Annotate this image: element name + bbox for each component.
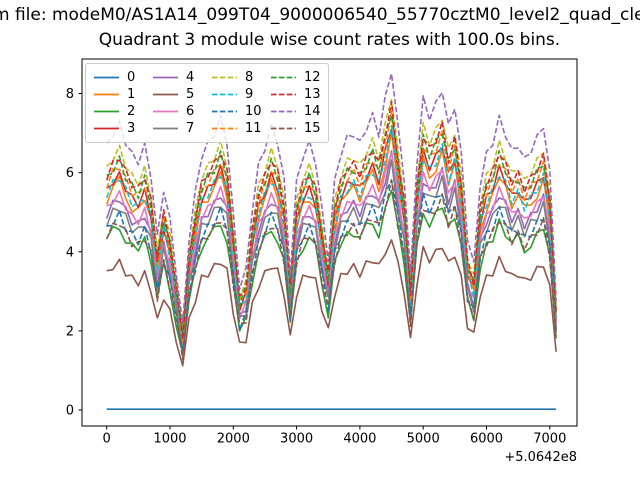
legend-entry: 11 [211, 120, 262, 137]
legend-entry-label: 3 [127, 121, 136, 136]
legend-line-sample [94, 93, 119, 96]
legend-entry: 12 [270, 69, 321, 86]
series-line-10 [106, 179, 557, 350]
legend-line-sample [271, 76, 296, 79]
legend-line-sample [212, 76, 237, 79]
legend-entry: 15 [270, 120, 321, 137]
legend-entry-label: 15 [304, 121, 321, 136]
legend-line-sample [153, 76, 178, 79]
axis-ticks: 0 1000 2000 3000 4000 5000 6000 7000 0 2 4 6 8 [66, 87, 567, 446]
series-line-13 [105, 101, 557, 341]
legend-entry: 3 [93, 120, 144, 137]
x-tick-label: 7000 [533, 432, 566, 447]
legend-entry-label: 0 [127, 70, 136, 85]
x-tick-label: 5000 [407, 432, 440, 447]
legend-entry: 7 [152, 120, 203, 137]
legend-entry-label: 5 [186, 87, 195, 102]
legend-entry: 4 [152, 69, 203, 86]
legend-entry-label: 6 [186, 104, 195, 119]
legend-line-sample [212, 110, 237, 113]
legend-entry: 1 [93, 86, 144, 103]
legend-entry: 6 [152, 103, 203, 120]
series-line-5 [106, 239, 557, 367]
y-tick-label: 0 [66, 404, 74, 419]
legend-entry: 2 [93, 103, 144, 120]
x-tick-label: 3000 [280, 432, 313, 447]
legend-entry-label: 4 [186, 70, 195, 85]
legend-entry-label: 11 [245, 121, 262, 136]
legend-entry: 0 [93, 69, 144, 86]
legend-line-sample [153, 110, 178, 113]
legend-entry: 8 [211, 69, 262, 86]
legend: 0 1 2 3 4 5 6 7 8 9 10 11 12 13 14 15 [85, 63, 329, 143]
figure-title: m file: modeM0/AS1A14_099T04_9000006540_… [0, 5, 640, 25]
legend-line-sample [153, 127, 178, 130]
y-tick-label: 2 [66, 324, 74, 339]
x-axis-offset-label: +5.0642e8 [504, 450, 577, 465]
legend-entry: 14 [270, 103, 321, 120]
legend-line-sample [271, 110, 296, 113]
y-tick-label: 8 [66, 87, 74, 102]
legend-entry: 13 [270, 86, 321, 103]
legend-entry-label: 8 [245, 70, 254, 85]
axes-title: Quadrant 3 module wise count rates with … [98, 30, 561, 50]
x-tick-label: 0 [103, 432, 111, 447]
legend-entry: 9 [211, 86, 262, 103]
legend-line-sample [212, 127, 237, 130]
series-lines [105, 72, 557, 411]
legend-entry-label: 13 [304, 87, 321, 102]
legend-line-sample [94, 110, 119, 113]
x-tick-label: 6000 [470, 432, 503, 447]
y-tick-label: 4 [66, 245, 74, 260]
legend-entry-label: 2 [127, 104, 136, 119]
legend-line-sample [153, 93, 178, 96]
legend-line-sample [94, 76, 119, 79]
legend-line-sample [94, 127, 119, 130]
legend-line-sample [271, 127, 296, 130]
legend-entry-label: 14 [304, 104, 321, 119]
legend-entry-label: 1 [127, 87, 136, 102]
legend-entry: 5 [152, 86, 203, 103]
legend-entry-label: 10 [245, 104, 262, 119]
x-tick-label: 1000 [153, 432, 186, 447]
x-tick-label: 4000 [343, 432, 376, 447]
legend-entry-label: 9 [245, 87, 254, 102]
axes-frame [81, 58, 578, 427]
legend-entry: 10 [211, 103, 262, 120]
x-tick-label: 2000 [217, 432, 250, 447]
y-tick-label: 6 [66, 166, 74, 181]
series-line-15 [105, 179, 557, 361]
legend-line-sample [271, 93, 296, 96]
legend-entry-label: 12 [304, 70, 321, 85]
legend-entry-label: 7 [186, 121, 195, 136]
series-line-14 [106, 72, 557, 324]
legend-line-sample [212, 93, 237, 96]
